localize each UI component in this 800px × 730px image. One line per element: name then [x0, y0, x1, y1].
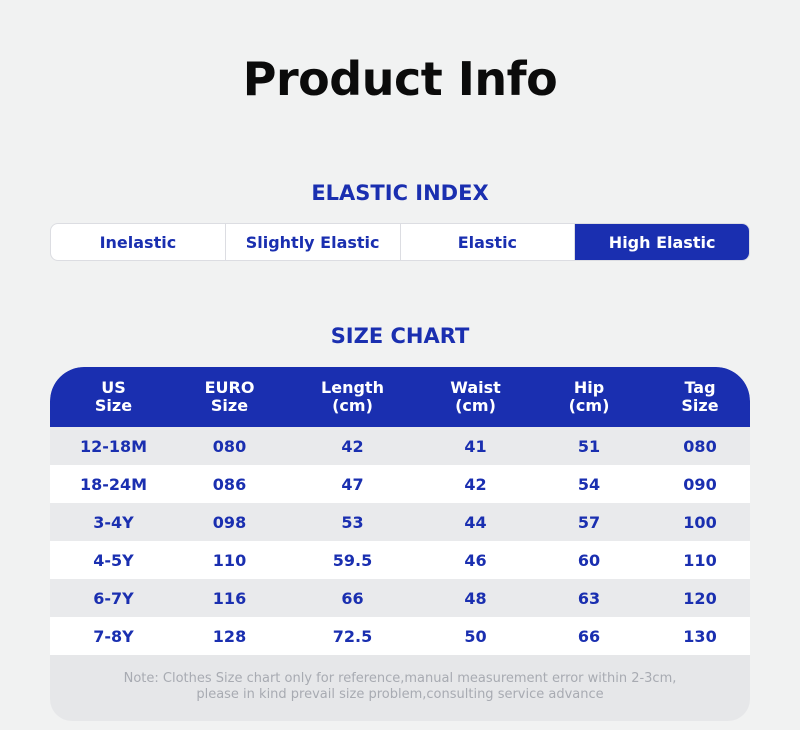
table-row: 18-24M 086 47 42 54 090 — [50, 465, 750, 503]
table-row: 3-4Y 098 53 44 57 100 — [50, 503, 750, 541]
column-header-tag-size: Tag Size — [681, 378, 719, 415]
table-cell: 098 — [212, 512, 247, 532]
table-cell: 110 — [212, 550, 247, 570]
table-cell: 6-7Y — [93, 588, 134, 608]
elastic-index-heading: ELASTIC INDEX — [311, 181, 489, 205]
table-row: 6-7Y 116 66 48 63 120 — [50, 579, 750, 617]
column-header-hip: Hip (cm) — [568, 378, 610, 415]
table-cell: 130 — [683, 626, 717, 646]
table-row: 12-18M 080 42 41 51 080 — [50, 427, 750, 465]
table-cell: 47 — [341, 474, 364, 494]
table-cell: 090 — [683, 474, 717, 494]
table-cell: 080 — [683, 436, 717, 456]
table-cell: 110 — [683, 550, 717, 570]
column-header-waist: Waist (cm) — [450, 378, 501, 415]
table-cell: 51 — [577, 436, 601, 456]
column-header-euro-size: EURO Size — [204, 378, 255, 415]
size-chart-header: US Size EURO Size Length (cm) Waist (cm)… — [50, 367, 750, 427]
table-cell: 12-18M — [79, 436, 148, 456]
column-header-length: Length (cm) — [321, 378, 384, 415]
elastic-option-high-elastic: High Elastic — [575, 224, 749, 260]
elastic-index-bar: Inelastic Slightly Elastic Elastic High … — [50, 223, 750, 261]
column-header-us-size: US Size — [94, 378, 133, 415]
table-cell: 57 — [577, 512, 601, 532]
table-cell: 100 — [683, 512, 717, 532]
table-cell: 41 — [464, 436, 487, 456]
table-row: 7-8Y 128 72.5 50 66 130 — [50, 617, 750, 655]
table-cell: 46 — [464, 550, 487, 570]
table-cell: 54 — [577, 474, 601, 494]
table-cell: 080 — [212, 436, 247, 456]
elastic-option-elastic: Elastic — [401, 224, 576, 260]
size-chart-note: Note: Clothes Size chart only for refere… — [50, 671, 750, 703]
table-cell: 53 — [341, 512, 364, 532]
table-cell: 60 — [577, 550, 601, 570]
elastic-option-slightly-elastic: Slightly Elastic — [226, 224, 401, 260]
table-cell: 18-24M — [79, 474, 148, 494]
table-cell: 42 — [341, 436, 364, 456]
page-title: Product Info — [242, 52, 558, 106]
elastic-option-inelastic: Inelastic — [51, 224, 226, 260]
table-cell: 59.5 — [332, 550, 373, 570]
size-chart-heading: SIZE CHART — [330, 324, 470, 348]
table-cell: 7-8Y — [93, 626, 134, 646]
table-cell: 42 — [464, 474, 487, 494]
table-cell: 72.5 — [332, 626, 373, 646]
table-cell: 086 — [212, 474, 247, 494]
note-line-2: please in kind prevail size problem,cons… — [196, 687, 604, 702]
table-cell: 48 — [464, 588, 487, 608]
note-line-1: Note: Clothes Size chart only for refere… — [123, 671, 677, 686]
table-cell: 66 — [341, 588, 364, 608]
table-cell: 116 — [212, 588, 247, 608]
table-cell: 66 — [577, 626, 601, 646]
table-cell: 128 — [212, 626, 247, 646]
table-row: 4-5Y 110 59.5 46 60 110 — [50, 541, 750, 579]
table-cell: 3-4Y — [93, 512, 134, 532]
table-cell: 44 — [464, 512, 487, 532]
table-cell: 63 — [577, 588, 601, 608]
table-cell: 4-5Y — [93, 550, 134, 570]
table-cell: 120 — [683, 588, 717, 608]
size-chart-table: US Size EURO Size Length (cm) Waist (cm)… — [50, 367, 750, 721]
table-cell: 50 — [464, 626, 487, 646]
